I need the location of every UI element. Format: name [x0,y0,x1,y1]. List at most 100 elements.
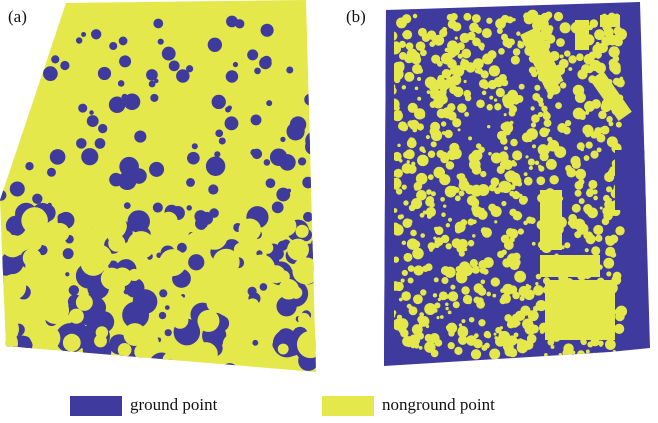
map-texture [413,14,418,19]
map-texture [435,226,444,235]
map-texture [573,85,584,96]
map-texture [414,187,418,191]
map-texture [554,146,566,158]
map-texture [165,305,170,310]
map-texture [119,37,128,46]
map-texture [448,291,458,301]
map-texture [524,177,533,186]
map-texture [448,218,452,222]
map-texture [417,97,421,101]
map-texture [587,342,593,348]
panel-label: (a) [8,7,27,26]
legend-swatch [322,396,374,416]
map-texture [4,40,10,46]
map-texture [32,338,53,359]
map-texture [455,195,461,201]
map-texture [577,350,585,358]
map-texture [515,95,523,103]
map-texture [486,292,491,297]
map-texture [0,3,5,9]
map-texture [499,331,503,335]
map-texture [467,300,472,305]
map-texture [468,240,475,247]
map-texture [482,214,487,219]
map-texture [226,70,238,82]
map-texture [528,158,535,165]
map-texture [572,204,581,213]
map-texture [564,242,570,248]
map-texture [86,354,112,380]
map-texture [208,184,218,194]
map-texture [85,359,91,365]
map-texture [575,20,589,50]
map-texture [402,85,406,89]
map-texture [276,216,296,236]
map-texture [504,113,507,116]
map-texture [441,235,449,243]
map-texture [453,74,458,79]
map-texture [598,341,604,347]
map-texture [468,153,479,164]
map-texture [500,288,505,293]
map-texture [575,190,582,197]
map-texture [450,285,455,290]
map-texture [431,141,437,147]
map-texture [98,124,107,133]
map-texture [494,336,497,339]
map-texture [160,212,178,230]
map-texture [590,60,601,71]
map-texture [170,295,186,311]
map-texture [482,28,492,38]
map-texture [98,67,111,80]
map-texture [47,168,56,177]
map-texture [445,186,457,198]
map-texture [239,219,262,242]
map-texture [430,101,437,108]
map-texture [539,102,544,107]
map-texture [579,86,582,89]
map-texture [531,114,540,123]
map-texture [253,353,276,376]
map-texture [415,202,418,205]
map-texture [465,95,471,101]
map-texture [286,67,293,74]
map-texture [194,342,218,366]
map-texture [577,142,585,150]
map-texture [560,82,566,88]
map-texture [506,42,512,48]
map-texture [606,271,611,276]
map-texture [606,186,612,192]
map-texture [409,205,416,212]
map-texture [435,339,443,347]
map-texture [402,33,405,36]
map-texture [108,217,127,236]
map-texture [398,215,403,220]
map-texture [475,27,482,34]
map-texture [153,19,163,29]
map-texture [513,211,522,220]
map-texture [615,226,624,235]
map-texture [402,184,407,189]
map-texture [464,112,469,117]
map-texture [514,271,526,283]
map-texture [436,316,439,319]
map-texture [464,80,467,83]
map-texture [225,107,231,113]
map-texture [78,104,87,113]
map-texture [434,277,439,282]
map-texture [582,125,593,136]
map-texture [580,114,586,120]
map-texture [448,311,452,315]
map-texture [225,116,239,130]
map-texture [408,265,415,272]
map-texture [520,305,530,315]
map-texture [461,49,471,59]
map-texture [525,155,528,158]
map-texture [79,355,95,371]
map-texture [176,69,189,82]
map-texture [528,138,532,142]
map-texture [426,135,430,139]
map-texture [10,181,25,196]
map-texture [616,78,625,87]
map-texture [498,181,510,193]
